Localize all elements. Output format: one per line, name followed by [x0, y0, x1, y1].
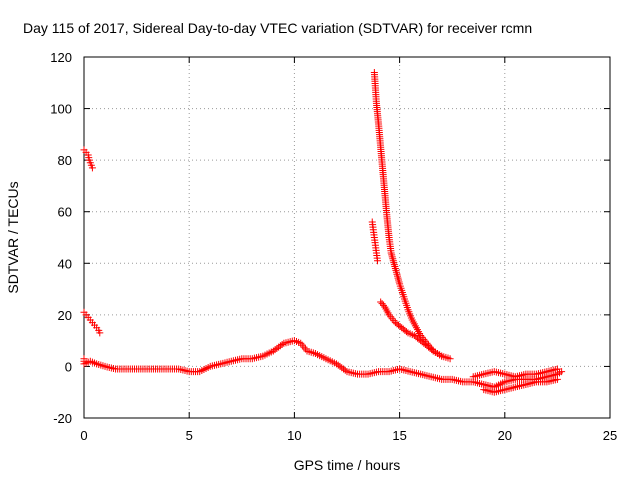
series-segment-baseline-upper	[469, 365, 561, 381]
data-point-interp	[393, 270, 401, 278]
y-tick-label: 0	[65, 359, 72, 374]
data-point	[558, 368, 566, 376]
series-segment-baseline-lower	[480, 375, 561, 396]
series-segment-baseline	[80, 337, 566, 391]
data-point-interp	[388, 251, 396, 259]
data-point	[269, 347, 277, 355]
y-tick-label: 40	[58, 256, 72, 271]
y-tick-label: 120	[50, 50, 72, 65]
data-point	[374, 257, 382, 265]
data-point-interp	[388, 253, 396, 261]
x-tick-label: 20	[498, 428, 512, 443]
data-point-interp	[390, 259, 398, 267]
series-segment-lower-decay	[377, 298, 446, 360]
x-tick-label: 0	[80, 428, 87, 443]
data-point	[438, 352, 446, 360]
x-tick-label: 10	[287, 428, 301, 443]
data-point	[553, 375, 561, 383]
data-point-interp	[395, 278, 403, 286]
data-point-interp	[391, 263, 399, 271]
series-segment-short-vertical	[368, 218, 382, 265]
data-point	[553, 365, 561, 373]
data-point-interp	[334, 361, 342, 369]
series-segment-high-start	[80, 146, 96, 172]
series-segment-mid-start	[80, 308, 104, 337]
data-series	[80, 68, 566, 396]
y-tick-label: 20	[58, 308, 72, 323]
data-point-interp	[276, 342, 284, 350]
data-point-interp	[275, 343, 283, 351]
y-tick-label: -20	[53, 411, 72, 426]
data-point-interp	[390, 317, 398, 325]
data-point	[88, 164, 96, 172]
data-point	[391, 264, 399, 272]
x-tick-label: 25	[603, 428, 617, 443]
data-point-interp	[402, 328, 410, 336]
data-point-interp	[300, 343, 308, 351]
data-point-interp	[379, 301, 387, 309]
data-point-interp	[338, 364, 346, 372]
data-point-interp	[395, 276, 403, 284]
chart-title: Day 115 of 2017, Sidereal Day-to-day VTE…	[23, 20, 532, 36]
x-axis-tick-labels: 0 5 10 15 20 25	[80, 428, 617, 443]
y-tick-label: 60	[58, 205, 72, 220]
data-point-interp	[388, 315, 396, 323]
data-point-interp	[394, 274, 402, 282]
x-tick-label: 15	[392, 428, 406, 443]
data-point-interp	[339, 365, 347, 373]
data-point	[332, 360, 340, 368]
series-segment-steep-decay	[370, 68, 454, 363]
data-point-interp	[390, 261, 398, 269]
data-point-interp	[389, 257, 397, 265]
x-axis-label: GPS time / hours	[294, 457, 401, 473]
x-tick-label: 5	[186, 428, 193, 443]
y-axis-tick-labels: -20 0 20 40 60 80 100 120	[50, 50, 72, 426]
plot-area-border	[83, 56, 611, 419]
data-point-interp	[278, 341, 286, 349]
data-point-interp	[273, 344, 281, 352]
data-point-interp	[389, 255, 397, 263]
data-point-interp	[392, 268, 400, 276]
data-point-interp	[341, 366, 349, 374]
y-axis-label: SDTVAR / TECUs	[5, 181, 21, 293]
y-tick-label: 100	[50, 102, 72, 117]
data-point-interp	[336, 362, 344, 370]
data-point	[96, 329, 104, 337]
data-point-interp	[392, 266, 400, 274]
y-tick-label: 80	[58, 153, 72, 168]
data-point	[446, 355, 454, 363]
grid-lines	[84, 57, 610, 418]
data-point-interp	[428, 346, 436, 354]
data-point-interp	[271, 346, 279, 354]
axis-ticks	[83, 56, 611, 419]
